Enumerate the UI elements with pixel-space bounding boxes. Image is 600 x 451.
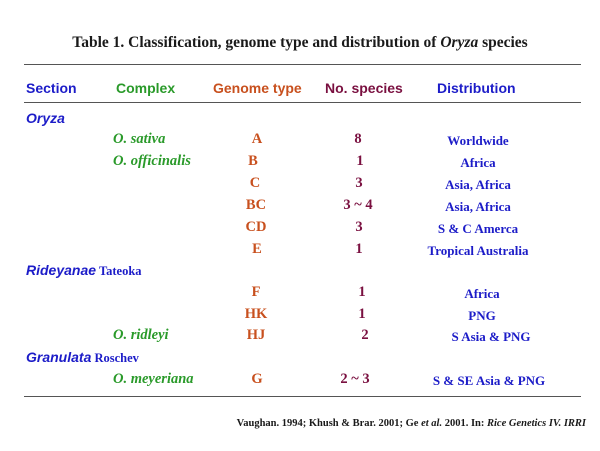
table-title: Table 1. Classification, genome type and…	[72, 34, 528, 51]
row-6-species: 1	[355, 241, 363, 257]
row-5-species: 3	[355, 219, 363, 235]
row-1-species: 8	[354, 131, 362, 147]
row-7-species: 1	[358, 284, 366, 300]
row-6-distribution: Tropical Australia	[427, 243, 529, 258]
header-genome-type: Genome type	[213, 80, 302, 96]
row-1-distribution: Worldwide	[447, 133, 509, 148]
row-10-distribution: S & SE Asia & PNG	[432, 373, 546, 388]
row-7-genome: F	[251, 284, 261, 300]
row-2-distribution: Africa	[460, 155, 496, 170]
row-10-complex: O. meyeriana	[113, 371, 194, 387]
header-distribution: Distribution	[437, 80, 516, 96]
row-1-complex: O. sativa	[113, 131, 166, 147]
section-granulata: Granulata Roschev	[26, 349, 139, 365]
row-1-genome: A	[251, 131, 263, 147]
row-4-distribution: Asia, Africa	[445, 199, 511, 214]
row-9-genome: HJ	[246, 327, 266, 343]
row-4-genome: BC	[245, 197, 267, 213]
header-rule	[24, 102, 581, 103]
bottom-rule	[24, 396, 581, 397]
row-10-species: 2 ~ 3	[340, 371, 370, 387]
row-2-complex: O. officinalis	[113, 153, 191, 169]
top-rule	[24, 64, 581, 65]
row-9-species: 2	[361, 327, 369, 343]
row-2-species: 1	[356, 153, 364, 169]
header-complex: Complex	[116, 80, 176, 96]
row-8-distribution: PNG	[468, 308, 496, 323]
row-7-distribution: Africa	[464, 286, 500, 301]
row-2-genome: B	[248, 153, 258, 169]
row-3-species: 3	[355, 175, 363, 191]
row-4-species: 3 ~ 4	[343, 197, 373, 213]
row-5-distribution: S & C Amerca	[437, 221, 519, 236]
citation-footer: Vaughan. 1994; Khush & Brar. 2001; Ge et…	[236, 418, 586, 429]
section-oryza: Oryza	[26, 110, 65, 126]
row-5-genome: CD	[245, 219, 267, 235]
header-no-species: No. species	[325, 80, 403, 96]
row-8-species: 1	[358, 306, 366, 322]
row-3-genome: C	[249, 175, 261, 191]
row-6-genome: E	[252, 241, 262, 257]
header-section: Section	[26, 80, 77, 96]
row-9-complex: O. ridleyi	[113, 327, 169, 343]
row-3-distribution: Asia, Africa	[445, 177, 511, 192]
row-9-distribution: S Asia & PNG	[451, 329, 531, 344]
row-10-genome: G	[251, 371, 263, 387]
section-rideyanae: Rideyanae Tateoka	[26, 262, 142, 278]
row-8-genome: HK	[244, 306, 268, 322]
